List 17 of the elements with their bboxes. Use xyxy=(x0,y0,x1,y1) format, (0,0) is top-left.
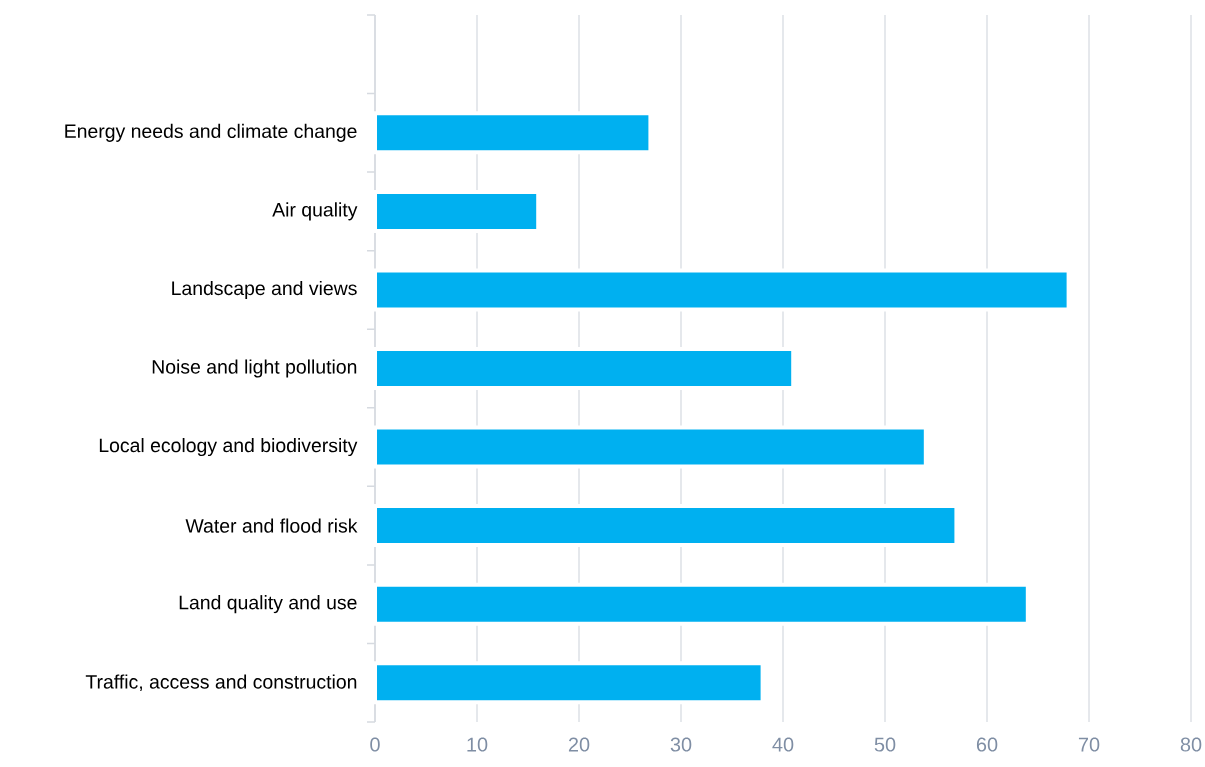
y-tick-label: Noise and light pollution xyxy=(152,359,357,378)
x-tick-label: 0 xyxy=(370,737,380,752)
y-tick-label: Land quality and use xyxy=(179,595,357,614)
y-tick-label: Air quality xyxy=(272,202,358,221)
x-tick-label: 80 xyxy=(1180,737,1202,752)
x-tick-label: 10 xyxy=(467,737,488,752)
y-tick-label: Local ecology and biodiversity xyxy=(99,438,358,457)
y-tick-label: Energy needs and climate change xyxy=(65,123,357,142)
y-tick-label: Landscape and views xyxy=(172,280,357,299)
x-tick-label: 50 xyxy=(874,737,896,752)
x-tick-label: 30 xyxy=(670,737,692,752)
y-tick-label: Traffic, access and construction xyxy=(85,674,357,691)
x-tick-label: 70 xyxy=(1078,737,1100,752)
x-tick-label: 20 xyxy=(568,737,590,752)
y-tick-label: Water and flood risk xyxy=(185,518,358,533)
x-tick-label: 60 xyxy=(976,737,998,752)
x-tick-label: 40 xyxy=(772,737,794,752)
